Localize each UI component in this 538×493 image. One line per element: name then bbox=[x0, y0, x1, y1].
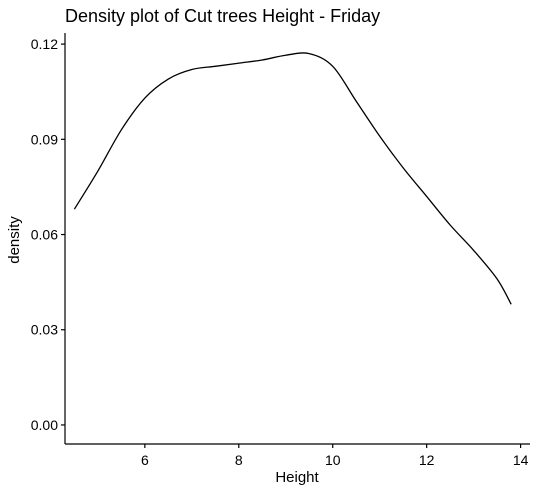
x-tick-label: 8 bbox=[235, 452, 243, 468]
y-ticks: 0.00 0.03 0.06 0.09 0.12 bbox=[31, 36, 65, 433]
y-tick-label: 0.06 bbox=[31, 227, 58, 243]
chart-title: Density plot of Cut trees Height - Frida… bbox=[65, 6, 380, 26]
x-ticks: 6 8 10 12 14 bbox=[141, 444, 529, 468]
x-tick-label: 12 bbox=[419, 452, 435, 468]
x-tick-label: 14 bbox=[513, 452, 529, 468]
x-tick-label: 6 bbox=[141, 452, 149, 468]
density-series-line bbox=[73, 52, 512, 305]
y-axis-label: density bbox=[6, 216, 23, 264]
x-axis-label: Height bbox=[275, 469, 319, 486]
y-tick-label: 0.09 bbox=[31, 131, 58, 147]
x-tick-label: 10 bbox=[325, 452, 341, 468]
y-tick-label: 0.00 bbox=[31, 417, 58, 433]
y-tick-label: 0.03 bbox=[31, 322, 58, 338]
y-tick-label: 0.12 bbox=[31, 36, 58, 52]
